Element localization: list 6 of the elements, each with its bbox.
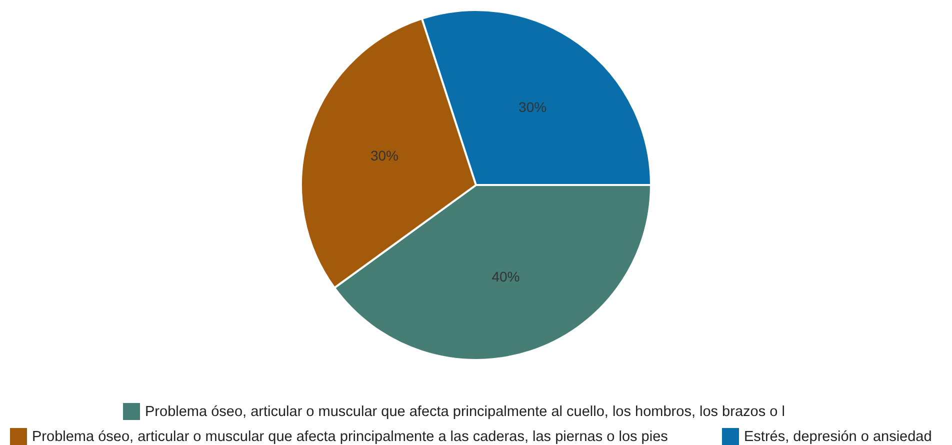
legend-label: Estrés, depresión o ansiedad	[744, 429, 932, 445]
data-label: 40%	[492, 268, 520, 285]
data-label: 30%	[370, 147, 398, 164]
data-label: 30%	[518, 99, 547, 116]
legend-label: Problema óseo, articular o muscular que afecta principalmente a las caderas, las piernas o los pies	[32, 429, 668, 445]
legend-label: Problema óseo, articular o muscular que afecta principalmente al cuello, los hombros, los brazos o l	[145, 404, 785, 420]
